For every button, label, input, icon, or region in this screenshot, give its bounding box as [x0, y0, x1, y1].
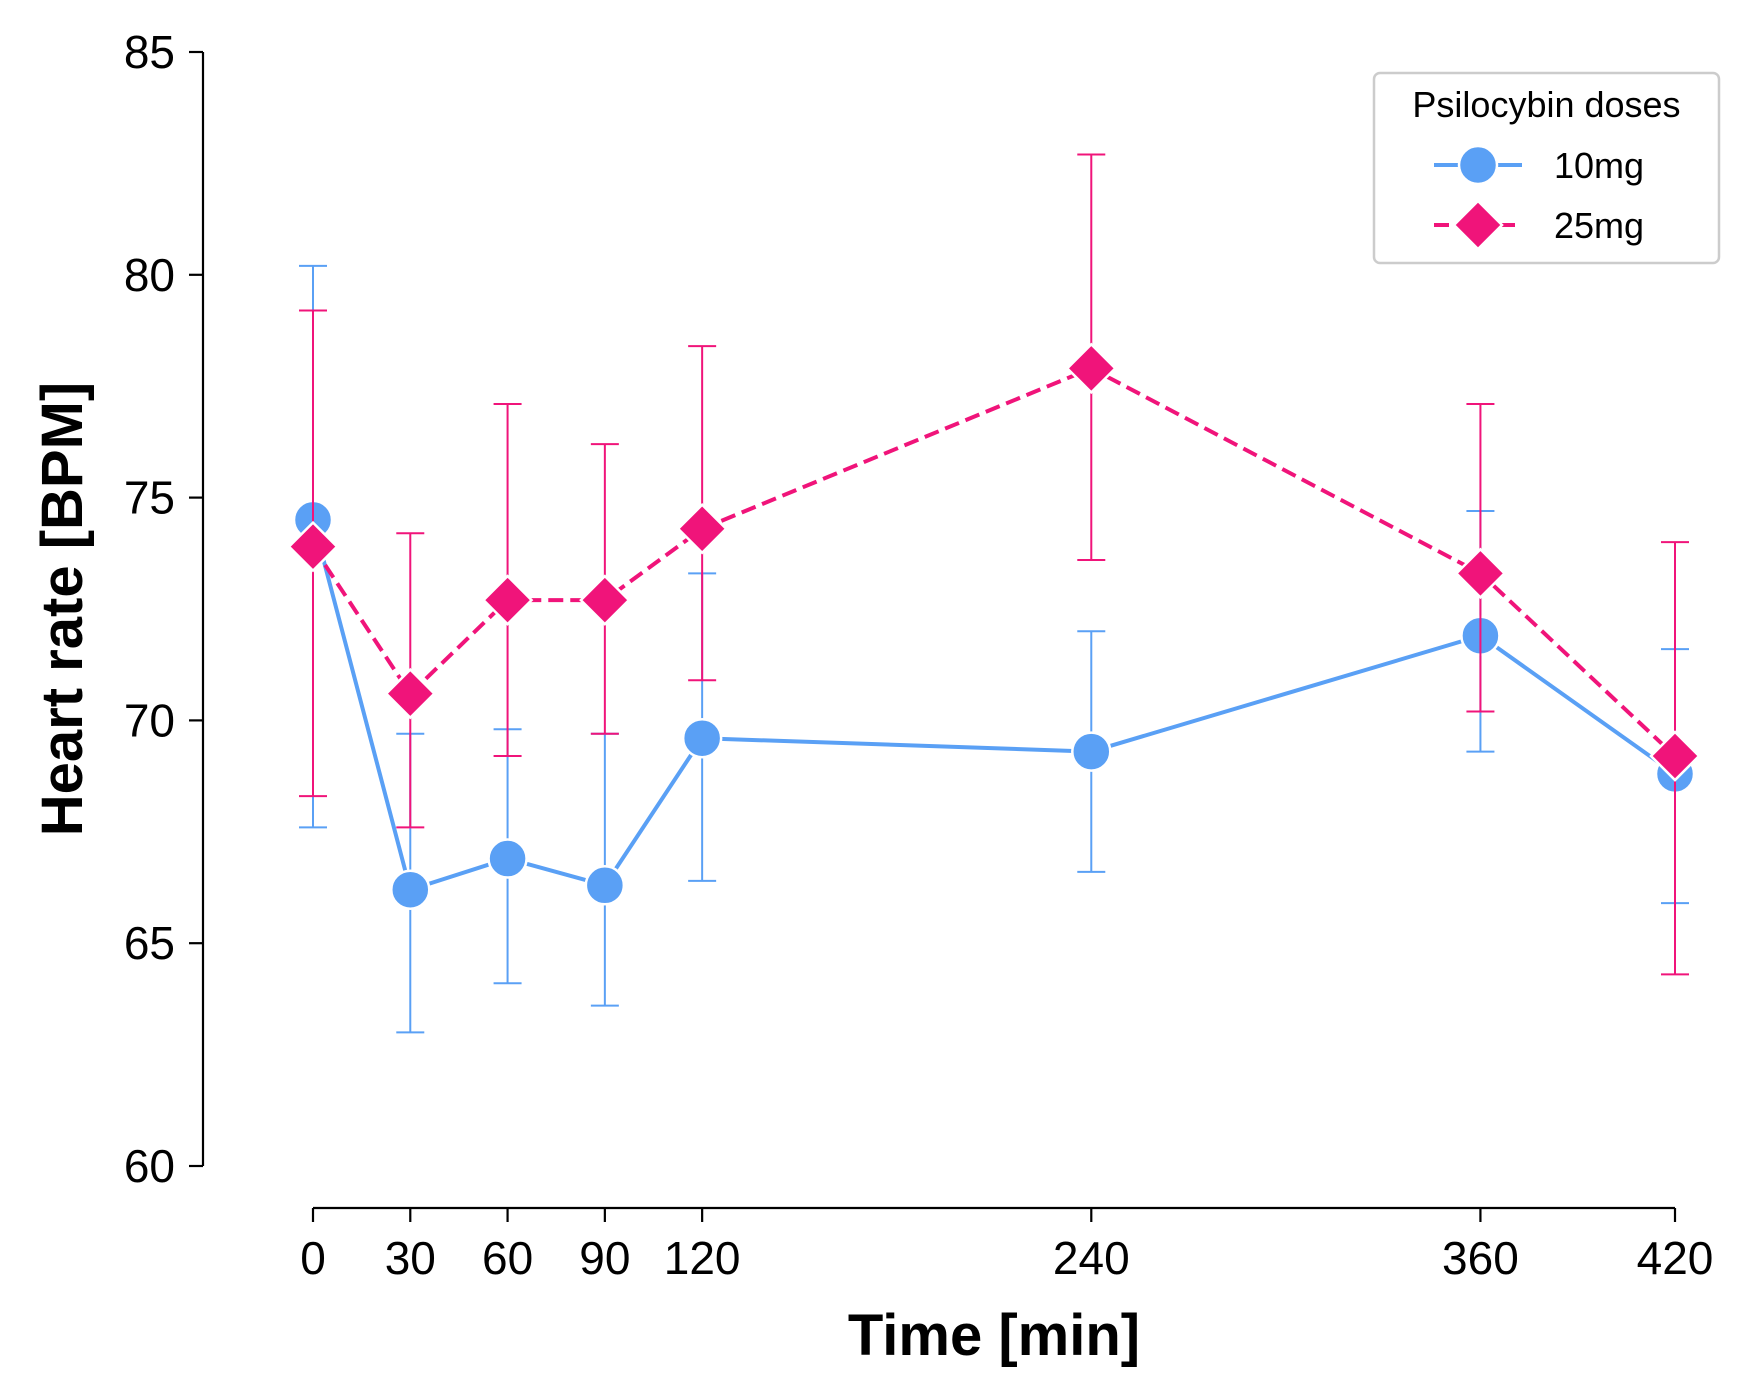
- y-tick-label: 60: [124, 1140, 175, 1192]
- x-tick-label: 60: [482, 1232, 533, 1284]
- y-tick-label: 65: [124, 917, 175, 969]
- x-axis-title: Time [min]: [848, 1303, 1140, 1368]
- series-10mg: [292, 264, 1696, 1034]
- y-tick-label: 75: [124, 472, 175, 524]
- x-tick-label: 360: [1442, 1232, 1519, 1284]
- data-point: [390, 869, 431, 910]
- x-tick-label: 240: [1053, 1232, 1130, 1284]
- data-point: [1649, 730, 1701, 782]
- x-tick-label: 30: [385, 1232, 436, 1284]
- legend-marker: [1457, 144, 1499, 186]
- legend-title: Psilocybin doses: [1412, 84, 1680, 125]
- data-point: [287, 520, 339, 573]
- series-line: [311, 366, 1677, 758]
- y-tick-label: 80: [124, 249, 175, 301]
- data-point: [681, 717, 723, 759]
- x-tick-label: 90: [579, 1232, 630, 1284]
- y-ticks: 60 65 70 75 80 85: [124, 26, 203, 1192]
- data-point: [1454, 547, 1507, 600]
- legend-entries: 10mg 25mg: [1434, 144, 1644, 251]
- data-point: [579, 574, 631, 626]
- legend: Psilocybin doses 10mg 25mg: [1372, 71, 1721, 265]
- x-axis: 0 30 60 90 120 240 360 420: [300, 1206, 1713, 1284]
- legend-marker: [1452, 199, 1504, 251]
- legend-label: 25mg: [1554, 205, 1644, 246]
- series-layer: [287, 153, 1701, 1034]
- data-point: [481, 574, 534, 626]
- x-tick-label: 120: [664, 1232, 741, 1284]
- data-point: [584, 865, 626, 906]
- data-point: [487, 838, 528, 879]
- x-ticks: 0 30 60 90 120 240 360 420: [300, 1208, 1713, 1284]
- y-tick-label: 70: [124, 694, 175, 746]
- legend-entry-25mg: 25mg: [1434, 199, 1644, 251]
- legend-label: 10mg: [1554, 145, 1644, 186]
- y-tick-label: 85: [124, 26, 175, 78]
- x-tick-label: 420: [1637, 1232, 1714, 1284]
- legend-entry-10mg: 10mg: [1434, 144, 1644, 186]
- data-point: [1065, 342, 1118, 395]
- x-tick-label: 0: [300, 1232, 326, 1284]
- series-25mg: [287, 153, 1701, 976]
- data-point: [1071, 731, 1112, 772]
- y-axis-title: Heart rate [BPM]: [30, 382, 95, 836]
- data-point: [384, 667, 437, 720]
- data-point: [676, 503, 728, 555]
- y-axis: 60 65 70 75 80 85: [124, 26, 205, 1192]
- legend-box: [1372, 71, 1721, 265]
